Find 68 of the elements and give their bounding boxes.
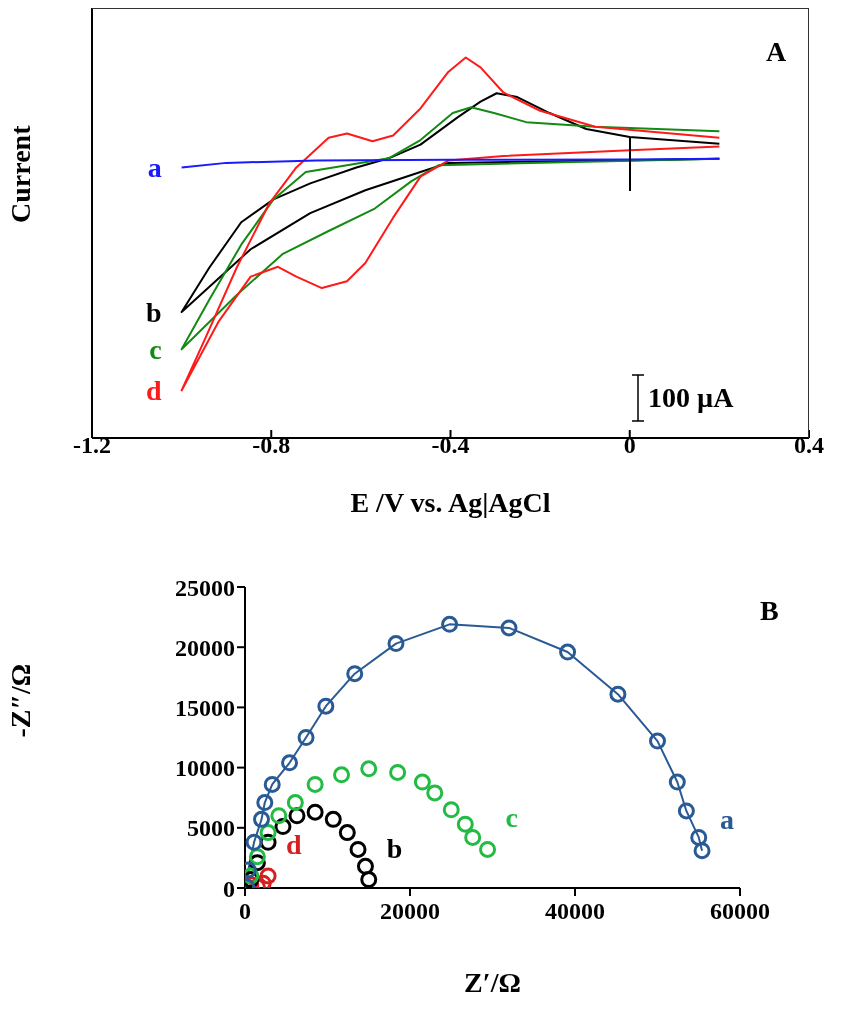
point — [270, 807, 288, 825]
point — [245, 833, 263, 851]
point — [324, 810, 342, 828]
annotation: 100 µA — [648, 382, 734, 414]
point — [281, 754, 299, 772]
x-tick-label: 40000 — [545, 898, 605, 925]
x-axis-title: E /V vs. Ag|AgCl — [350, 487, 551, 518]
point — [389, 763, 407, 781]
point — [690, 828, 708, 846]
x-tick-label: 0.4 — [794, 432, 824, 459]
point — [259, 824, 277, 842]
point — [668, 773, 686, 791]
point — [387, 635, 405, 653]
series-label: b — [386, 832, 403, 864]
point — [286, 794, 304, 812]
point — [479, 840, 497, 858]
point — [263, 775, 281, 793]
point — [306, 803, 324, 821]
chart-title: B — [760, 595, 779, 627]
point — [317, 697, 335, 715]
point — [426, 784, 444, 802]
y-tick-label: 20000 — [175, 634, 235, 661]
point — [456, 815, 474, 833]
y-tick-label: 25000 — [175, 574, 235, 601]
y-tick-label: 10000 — [175, 755, 235, 782]
point — [693, 842, 711, 860]
point — [464, 828, 482, 846]
series-label: c — [149, 334, 162, 366]
point — [677, 802, 695, 820]
series-label: c — [505, 802, 518, 834]
point — [259, 867, 277, 885]
series-label: a — [720, 803, 735, 835]
x-tick-label: 0 — [623, 432, 636, 459]
point — [360, 871, 378, 888]
point — [649, 732, 666, 750]
point — [413, 773, 431, 791]
point — [500, 619, 518, 637]
point — [248, 848, 266, 866]
chart-title: A — [766, 36, 787, 68]
point — [442, 801, 460, 819]
point — [441, 615, 459, 633]
point — [559, 643, 577, 661]
point — [349, 840, 367, 858]
y-tick-label: 0 — [223, 875, 235, 902]
point — [609, 685, 627, 703]
x-tick-label: -1.2 — [73, 432, 111, 459]
point — [306, 775, 324, 793]
point — [360, 760, 378, 778]
x-tick-label: -0.4 — [431, 432, 470, 459]
y-tick-label: 5000 — [187, 815, 235, 842]
x-tick-label: 60000 — [710, 898, 770, 925]
point — [356, 857, 374, 875]
x-axis-title: Z′/Ω — [464, 967, 521, 998]
y-axis-title: Current — [4, 124, 36, 223]
series-label: d — [286, 828, 303, 860]
point — [253, 810, 270, 828]
point — [346, 665, 364, 683]
point — [256, 794, 274, 812]
x-tick-label: -0.8 — [252, 432, 291, 459]
y-tick-label: 15000 — [175, 694, 235, 721]
point — [338, 824, 356, 842]
series-label: b — [146, 297, 162, 329]
point — [297, 729, 315, 746]
y-axis-title: -Z″/Ω — [4, 663, 36, 738]
series-label: a — [147, 152, 162, 184]
point — [333, 766, 351, 784]
x-tick-label: 20000 — [380, 898, 440, 925]
series-label: d — [146, 375, 163, 407]
